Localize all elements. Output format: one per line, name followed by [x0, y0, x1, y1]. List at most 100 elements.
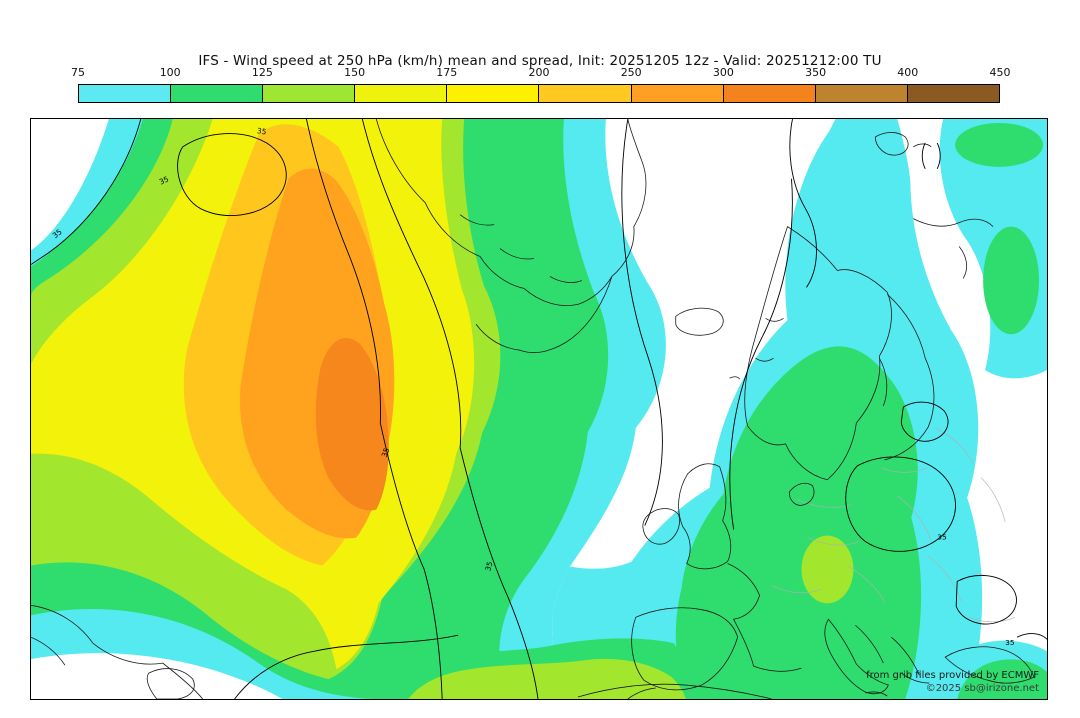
border-line — [807, 537, 860, 546]
coastline — [499, 248, 535, 260]
border-line — [927, 555, 962, 602]
coastline — [727, 563, 760, 667]
contour-label: 35 — [937, 533, 947, 542]
colorbar-segment — [538, 85, 631, 102]
contour-line — [845, 456, 956, 552]
border-line — [881, 467, 928, 473]
coastline — [31, 636, 66, 666]
colorbar-tick-label: 200 — [528, 66, 550, 79]
coastline — [874, 132, 909, 156]
coastline — [678, 463, 732, 570]
colorbar-segment — [262, 85, 355, 102]
colorbar-segment — [630, 85, 723, 102]
contour-label: 35 — [158, 174, 171, 186]
colorbar-segment — [354, 85, 447, 102]
wind-region — [801, 535, 854, 604]
contour-label: 35 — [483, 560, 494, 572]
coastline — [549, 276, 583, 283]
chart-title: IFS - Wind speed at 250 hPa (km/h) mean … — [198, 53, 882, 69]
colorbar-tick-label: 250 — [620, 66, 642, 79]
coastline — [631, 607, 739, 691]
colorbar-tick-label: 450 — [989, 66, 1011, 79]
coastline — [675, 307, 724, 336]
contour-line — [31, 119, 142, 265]
coastline — [642, 508, 680, 545]
contour-line — [729, 178, 793, 530]
coastline — [824, 618, 889, 695]
contour-line — [1016, 633, 1047, 640]
coastline — [958, 246, 968, 279]
border-line — [980, 477, 1006, 522]
colorbar-tick-label: 125 — [251, 66, 273, 79]
coastline — [744, 226, 892, 481]
border-line — [847, 565, 886, 604]
border-line — [771, 585, 822, 594]
coastline — [855, 624, 884, 664]
wind-region — [957, 659, 1047, 699]
wind-region — [408, 658, 686, 699]
colorbar-segment — [446, 85, 539, 102]
wind-region — [315, 337, 389, 511]
map-canvas: 35 35 35 35 35 35 35 — [31, 119, 1047, 699]
coastline — [901, 672, 930, 684]
colorbar-tick-label: 350 — [805, 66, 827, 79]
contour-line — [177, 133, 287, 216]
coastline — [944, 646, 1035, 684]
border-line — [797, 499, 852, 508]
contour-line — [936, 142, 941, 170]
contour-label: 35 — [380, 446, 392, 458]
coastline — [865, 691, 888, 697]
coastline — [878, 357, 888, 407]
contour-line — [234, 634, 459, 699]
colorbar-tick-label: 150 — [344, 66, 366, 79]
coastline — [891, 636, 920, 676]
colorbar-segment — [722, 85, 815, 102]
border-line — [897, 495, 932, 542]
border-line — [935, 427, 974, 464]
coastline — [753, 665, 802, 672]
map-area: 35 35 35 35 35 35 35 from grib files pro… — [30, 118, 1048, 700]
contour-line — [789, 119, 817, 288]
contour-label: 35 — [256, 126, 267, 137]
coastline — [627, 687, 656, 699]
attribution-copyright: ©2025 sb@irizone.net — [925, 683, 1039, 694]
border-line — [969, 616, 1016, 623]
coastline — [375, 119, 647, 306]
colorbar-segment — [906, 85, 999, 102]
colorbar-tick-label: 400 — [897, 66, 919, 79]
wind-region — [983, 226, 1040, 335]
colorbar-segment — [170, 85, 263, 102]
colorbar-tick-label: 175 — [436, 66, 458, 79]
attribution-source: from grib files provided by ECMWF — [866, 670, 1039, 681]
wind-region — [675, 346, 922, 699]
coastline — [755, 357, 774, 362]
contour-label: 35 — [1005, 638, 1015, 647]
wind-fill-max-core — [315, 337, 389, 511]
wind-region — [955, 122, 1044, 167]
coastline — [577, 683, 772, 699]
colorbar-segment — [814, 85, 907, 102]
coastline — [789, 482, 815, 506]
coastline — [913, 143, 932, 148]
coastline — [729, 376, 740, 380]
colorbar-tick-label: 75 — [71, 66, 85, 79]
contour-line — [306, 119, 443, 699]
coastline — [146, 668, 195, 699]
coastline — [913, 218, 994, 227]
coastlines — [31, 119, 1035, 699]
contour-line — [955, 575, 1017, 625]
spread-contours — [31, 119, 1047, 699]
colorbar-ticks: 75 100 125 150 175 200 250 300 350 400 450 — [71, 66, 1011, 80]
coastline — [884, 294, 935, 461]
contour-line — [921, 142, 926, 170]
contour-line — [361, 119, 539, 699]
contour-line — [621, 119, 663, 526]
colorbar-tick-label: 100 — [159, 66, 181, 79]
coastline — [31, 604, 203, 699]
colorbar-tick-label: 300 — [712, 66, 734, 79]
country-borders — [771, 427, 1016, 623]
coastline — [765, 317, 784, 322]
contour-line — [900, 401, 949, 442]
colorbar-segment — [79, 85, 171, 102]
